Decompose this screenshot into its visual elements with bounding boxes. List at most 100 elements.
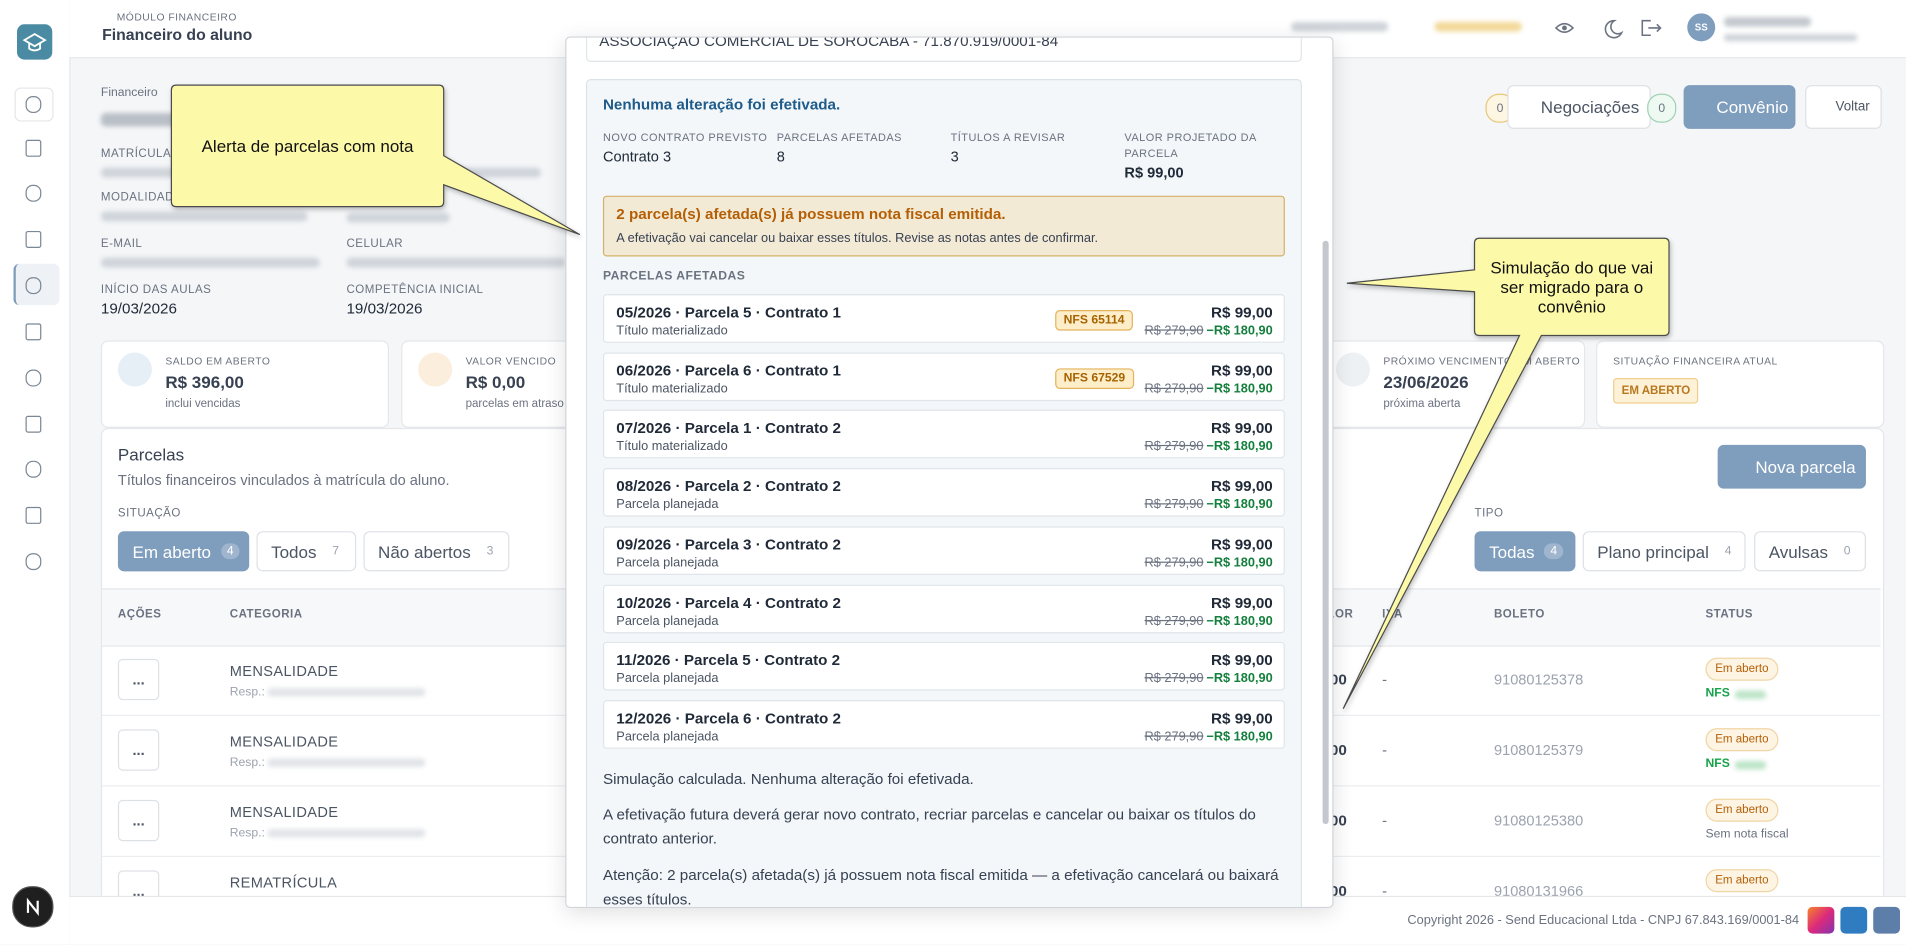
- stat-value: Contrato 3: [602, 148, 672, 166]
- nav-icon[interactable]: [25, 96, 42, 114]
- item-original: R$ 279,90: [1144, 497, 1204, 512]
- row-actions-button[interactable]: ...: [117, 729, 160, 771]
- item-discount: −R$ 180,90: [1206, 497, 1273, 512]
- stat-value: 8: [776, 148, 785, 166]
- filter-button[interactable]: Todos 7: [256, 531, 357, 572]
- item-value: R$ 99,00: [1211, 361, 1273, 379]
- item-original: R$ 279,90: [1144, 729, 1204, 744]
- card-label: SITUAÇÃO FINANCEIRA ATUAL: [1613, 354, 1778, 368]
- blurred-value: [100, 257, 320, 268]
- instagram-link[interactable]: [1807, 906, 1835, 934]
- item-original: R$ 279,90: [1144, 613, 1204, 628]
- item-subtitle: Título materializado: [616, 439, 728, 454]
- item-value: R$ 99,00: [1211, 651, 1273, 669]
- status-badge: Em aberto: [1705, 869, 1779, 893]
- category: REMATRÍCULA: [229, 874, 338, 892]
- row-actions-button[interactable]: ...: [117, 658, 160, 701]
- baixa: -: [1382, 882, 1387, 900]
- agreement-button[interactable]: Convênio: [1683, 85, 1796, 129]
- stat-label: PARCELAS AFETADAS: [776, 131, 902, 144]
- logout-icon[interactable]: [1641, 19, 1662, 37]
- status-badge: Em aberto: [1705, 728, 1779, 752]
- negotiations-button[interactable]: Negociações: [1507, 85, 1651, 129]
- agreement-label: Convênio: [1716, 97, 1789, 117]
- filter-label: Avulsas: [1768, 541, 1828, 561]
- affected-item: 08/2026 · Parcela 2 · Contrato 2 Parcela …: [602, 468, 1285, 517]
- item-discount: −R$ 180,90: [1206, 729, 1273, 744]
- item-discount: −R$ 180,90: [1206, 555, 1273, 570]
- item-discount: −R$ 180,90: [1206, 381, 1273, 396]
- filter-count: 4: [1724, 544, 1732, 558]
- nav-icon[interactable]: [25, 460, 42, 478]
- copyright: Copyright 2026 - Send Educacional Ltda -…: [1407, 912, 1800, 928]
- scrollbar-thumb[interactable]: [1322, 240, 1329, 825]
- blurred-invoice: [1734, 760, 1767, 770]
- blurred-responsible: [267, 829, 426, 838]
- filter-button[interactable]: Não abertos 3: [363, 531, 510, 572]
- avatar[interactable]: SS: [1687, 13, 1716, 42]
- search-button[interactable]: [14, 87, 54, 122]
- filter-button[interactable]: Plano principal 4: [1582, 531, 1746, 572]
- filter-button[interactable]: Em aberto 4: [117, 531, 250, 572]
- item-discount: −R$ 180,90: [1206, 671, 1273, 686]
- module-label: MÓDULO FINANCEIRO: [116, 10, 237, 24]
- affected-item: 05/2026 · Parcela 5 · Contrato 1 Título m…: [602, 294, 1285, 343]
- blurred-user: [1723, 17, 1812, 27]
- affected-item: 12/2026 · Parcela 6 · Contrato 2 Parcela …: [602, 700, 1285, 749]
- item-subtitle: Parcela planejada: [616, 497, 719, 512]
- nav-icon[interactable]: [25, 323, 42, 341]
- boleto: 91080125380: [1493, 812, 1584, 830]
- new-installment-button[interactable]: Nova parcela: [1717, 444, 1866, 489]
- blurred-info: [1434, 21, 1522, 32]
- card-icon: [418, 352, 453, 387]
- logo[interactable]: [17, 24, 53, 60]
- filter-button[interactable]: Todas 4: [1474, 531, 1576, 572]
- summary-title: Nenhuma alteração foi efetivada.: [602, 96, 841, 114]
- nav-icon[interactable]: [25, 369, 42, 387]
- count-badge: 0: [1647, 93, 1677, 123]
- summary-card: [100, 340, 389, 428]
- company: ASSOCIAÇÃO COMERCIAL DE SOROCABA - 71.87…: [599, 36, 1059, 50]
- theme-icon[interactable]: [1604, 19, 1624, 39]
- field-value: 19/03/2026: [100, 300, 177, 318]
- item-value: R$ 99,00: [1211, 709, 1273, 727]
- user-badge[interactable]: [12, 886, 54, 928]
- invoice: NFS: [1705, 686, 1730, 701]
- filter-count: 4: [1544, 543, 1564, 560]
- status-badge: Em aberto: [1705, 798, 1779, 822]
- nav-icon[interactable]: [25, 553, 42, 571]
- nav-icon[interactable]: [25, 506, 42, 524]
- active-item: [13, 263, 60, 306]
- back-button[interactable]: Voltar: [1805, 85, 1882, 129]
- note: Atenção: 2 parcela(s) afetada(s) já poss…: [602, 866, 1279, 909]
- callout-text: Simulação do que vai ser migrado para o …: [1490, 257, 1654, 317]
- item-subtitle: Parcela planejada: [616, 671, 719, 686]
- nav-icon[interactable]: [25, 139, 42, 157]
- eye-icon[interactable]: [1554, 22, 1575, 33]
- blurred-value: [346, 212, 450, 223]
- item-title: 06/2026 · Parcela 6 · Contrato 1: [616, 361, 841, 379]
- column-header: CATEGORIA: [229, 607, 303, 622]
- breadcrumb[interactable]: Financeiro: [100, 86, 158, 100]
- nav-icon[interactable]: [25, 230, 42, 248]
- logo-icon: [22, 32, 47, 52]
- nav-icon[interactable]: [25, 277, 42, 295]
- value: 00: [1329, 882, 1347, 900]
- item-original: R$ 279,90: [1144, 323, 1204, 338]
- item-title: 12/2026 · Parcela 6 · Contrato 2: [616, 709, 841, 727]
- website-link[interactable]: [1873, 906, 1900, 934]
- filter-label: Em aberto: [132, 541, 212, 561]
- row-actions-button[interactable]: ...: [117, 799, 160, 842]
- item-value: R$ 99,00: [1211, 303, 1273, 321]
- nav-icon[interactable]: [25, 415, 42, 433]
- responsible-label: Resp.:: [229, 756, 265, 770]
- nav-icon[interactable]: [25, 184, 42, 202]
- item-title: 09/2026 · Parcela 3 · Contrato 2: [616, 535, 841, 553]
- field-label: MATRÍCULA: [100, 147, 172, 161]
- linkedin-link[interactable]: [1840, 906, 1868, 934]
- filter-button[interactable]: Avulsas 0: [1754, 531, 1866, 572]
- modal: ASSOCIAÇÃO COMERCIAL DE SOROCABA - 71.87…: [565, 36, 1334, 909]
- blurred-responsible: [267, 758, 426, 768]
- value: 00: [1329, 812, 1347, 830]
- filter-label: Todos: [271, 541, 317, 561]
